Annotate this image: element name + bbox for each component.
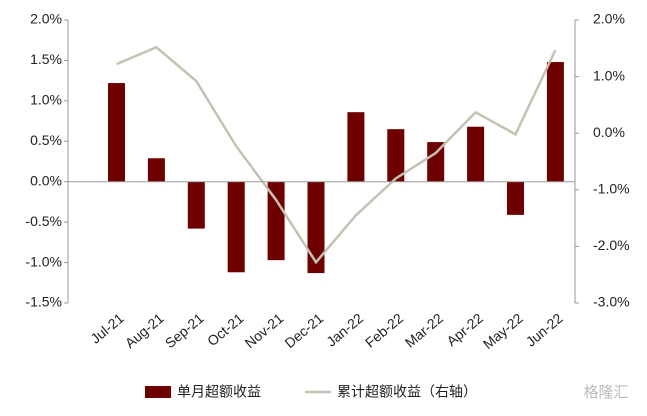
y-tick-label: 2.0%	[30, 11, 62, 27]
bar	[227, 181, 245, 273]
bar	[427, 142, 445, 182]
y2-tick-label: -2.0%	[593, 237, 630, 253]
bar	[108, 83, 125, 182]
legend-swatch	[145, 386, 171, 398]
watermark: 格隆汇	[583, 384, 628, 401]
x-tick-label: May-22	[480, 310, 526, 352]
x-tick-label: Jul-21	[87, 310, 127, 347]
y-tick-label: 0.5%	[30, 132, 62, 148]
bar	[187, 181, 205, 229]
y-tick-label: -1.5%	[25, 294, 62, 310]
y-tick-label: 1.5%	[30, 51, 62, 67]
bar	[267, 181, 285, 261]
x-tick-label: Oct-21	[204, 310, 247, 349]
y2-tick-label: 2.0%	[593, 11, 625, 27]
y2-tick-label: -3.0%	[593, 294, 630, 310]
x-tick-label: Aug-21	[122, 310, 167, 351]
line	[116, 45, 557, 265]
y-tick-label: 1.0%	[30, 92, 62, 108]
x-tick-label: Feb-22	[362, 310, 406, 351]
x-tick-label: Jan-22	[323, 310, 366, 350]
y2-tick-label: 1.0%	[593, 67, 625, 83]
y-tick-label: 0.0%	[30, 172, 62, 188]
bar	[307, 181, 325, 274]
bar	[467, 126, 485, 182]
x-tick-label: Jun-22	[523, 310, 566, 350]
bar	[546, 62, 564, 182]
x-tick-label: Apr-22	[443, 310, 486, 349]
bar	[147, 158, 165, 182]
y-tick-label: -0.5%	[25, 213, 62, 229]
x-tick-label: Nov-21	[242, 310, 287, 351]
x-tick-label: Mar-22	[402, 310, 446, 351]
bar	[347, 112, 365, 182]
y-tick-label: -1.0%	[25, 253, 62, 269]
bar	[387, 129, 405, 182]
legend-label: 单月超额收益	[177, 384, 261, 400]
x-tick-label: Sep-21	[162, 310, 207, 351]
legend-label: 累计超额收益（右轴）	[337, 384, 477, 400]
bar	[507, 181, 524, 215]
y2-tick-label: 0.0%	[593, 124, 625, 140]
x-tick-label: Dec-21	[281, 310, 326, 351]
y2-tick-label: -1.0%	[593, 181, 630, 197]
